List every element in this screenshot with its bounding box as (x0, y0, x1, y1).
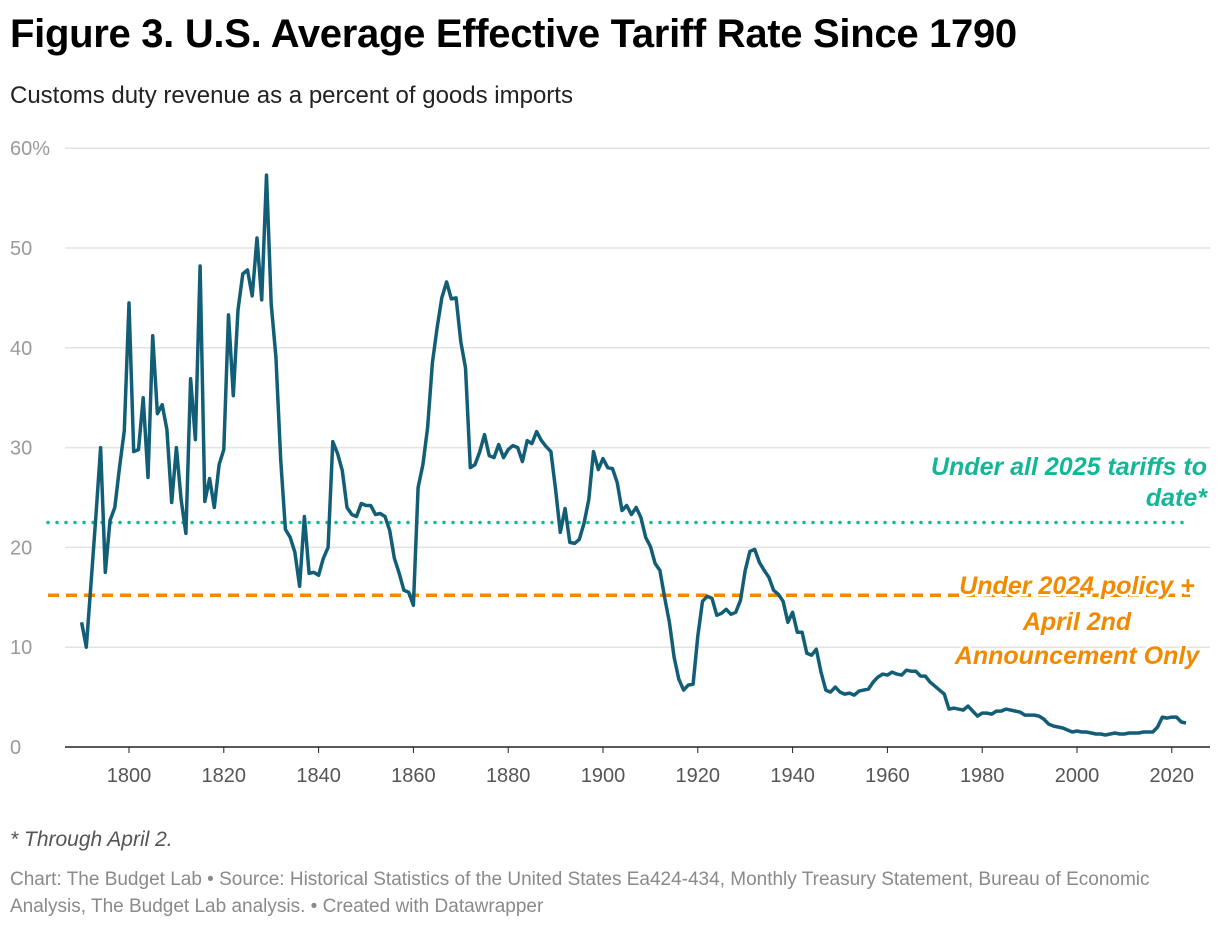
x-tick-label: 2020 (1150, 765, 1195, 787)
y-tick-label: 50 (10, 238, 32, 260)
annotation-2024-policy: April 2nd (1022, 608, 1132, 636)
x-tick-label: 1980 (960, 765, 1005, 787)
x-tick-label: 1820 (202, 765, 247, 787)
annotation-2024-policy: Under 2024 policy + (959, 572, 1195, 600)
chart-subtitle: Customs duty revenue as a percent of goo… (10, 82, 573, 109)
tariff-rate-line (79, 173, 1187, 737)
y-tick-label: 40 (10, 338, 32, 360)
x-tick-label: 1940 (770, 765, 815, 787)
source-note: Chart: The Budget Lab • Source: Historic… (10, 869, 1150, 917)
x-tick-label: 1960 (865, 765, 910, 787)
y-tick-label: 0 (10, 737, 21, 759)
y-tick-label: 60% (10, 138, 50, 160)
x-tick-label: 1840 (296, 765, 341, 787)
y-tick-label: 30 (10, 438, 32, 460)
x-tick-label: 1880 (486, 765, 531, 787)
y-tick-label: 10 (10, 637, 32, 659)
x-tick-label: 2000 (1055, 765, 1100, 787)
annotation-2024-policy: Announcement Only (954, 642, 1201, 670)
y-tick-label: 20 (10, 537, 32, 559)
footnote: * Through April 2. (10, 828, 173, 851)
x-tick-label: 1800 (107, 765, 152, 787)
x-tick-label: 1920 (676, 765, 721, 787)
x-tick-label: 1860 (391, 765, 436, 787)
x-tick-label: 1900 (581, 765, 626, 787)
chart-title: Figure 3. U.S. Average Effective Tariff … (10, 12, 1017, 56)
annotation-2025-tariffs: Under all 2025 tariffs to (931, 453, 1207, 481)
annotation-2025-tariffs: date* (1146, 484, 1208, 512)
